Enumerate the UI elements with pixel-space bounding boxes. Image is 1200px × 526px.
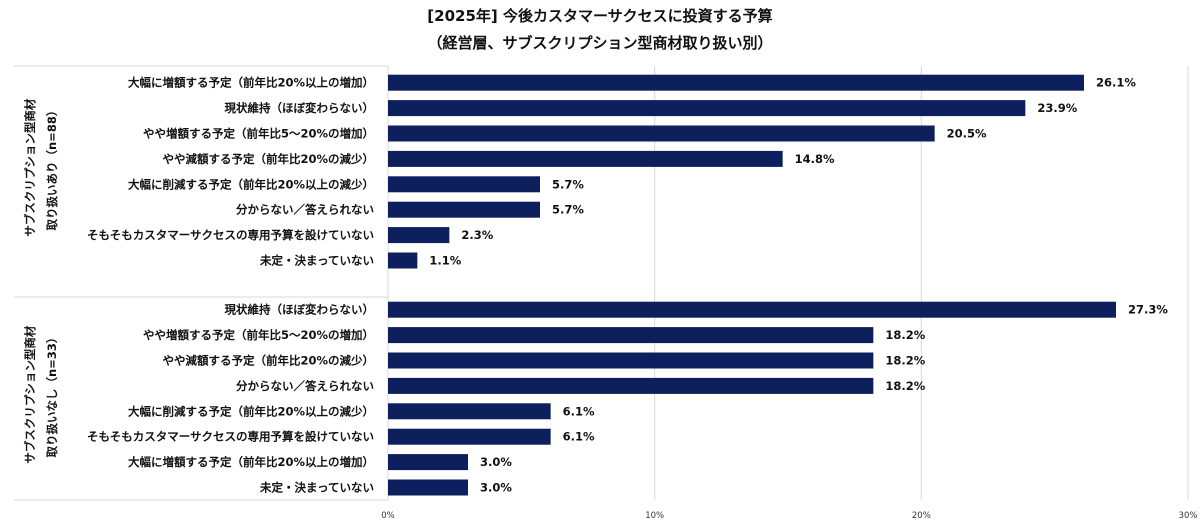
x-tick-label: 20%: [912, 511, 931, 521]
category-label: やや増額する予定（前年比5～20%の増加）: [143, 127, 374, 141]
value-label: 14.8%: [795, 152, 835, 166]
category-label: 現状維持（ほぼ変わらない）: [225, 101, 375, 115]
category-label: 分からない／答えられない: [236, 203, 374, 217]
bar: [388, 479, 468, 496]
category-label: 大幅に増額する予定（前年比20%以上の増加）: [128, 455, 374, 469]
bar: [388, 454, 468, 471]
bar: [388, 227, 450, 244]
bar: [388, 74, 1084, 91]
bar: [388, 201, 540, 218]
bar: [388, 176, 540, 193]
bar: [388, 150, 783, 167]
category-label: やや減額する予定（前年比20%の減少）: [162, 152, 374, 166]
value-label: 5.7%: [552, 203, 584, 217]
value-label: 5.7%: [552, 177, 584, 191]
bar: [388, 327, 874, 344]
category-label: 大幅に削減する予定（前年比20%以上の減少）: [128, 177, 374, 191]
category-label: やや減額する予定（前年比20%の減少）: [162, 354, 374, 368]
value-label: 6.1%: [563, 430, 595, 444]
bar: [388, 403, 551, 420]
category-label: そもそもカスタマーサクセスの専用予算を設けていない: [87, 228, 374, 242]
bar: [388, 377, 874, 394]
category-label: 現状維持（ほぼ変わらない）: [225, 303, 375, 317]
value-label: 27.3%: [1128, 303, 1168, 317]
group-label: サブスクリプション型商材 取り扱いなし（n=33）: [23, 325, 59, 463]
bar: [388, 100, 1026, 117]
value-label: 1.1%: [429, 254, 461, 268]
category-label: 分からない／答えられない: [236, 379, 374, 393]
category-label: 大幅に増額する予定（前年比20%以上の増加）: [128, 76, 374, 90]
value-label: 18.2%: [885, 379, 925, 393]
x-tick-label: 0%: [381, 511, 395, 521]
value-label: 18.2%: [885, 328, 925, 342]
category-label: 未定・決まっていない: [259, 254, 374, 268]
group-labels: サブスクリプション型商材 取り扱いあり（n=88） サブスクリプション型商材 取り扱い…: [23, 98, 59, 463]
group-label: サブスクリプション型商材 取り扱いあり（n=88）: [23, 98, 59, 236]
x-tick-label: 10%: [645, 511, 664, 521]
x-axis-ticks: 0% 10% 20% 30%: [381, 511, 1197, 521]
value-label: 18.2%: [885, 354, 925, 368]
bar: [388, 301, 1116, 318]
category-label: そもそもカスタマーサクセスの専用予算を設けていない: [87, 430, 374, 444]
category-label: 未定・決まっていない: [259, 481, 374, 495]
value-label: 23.9%: [1037, 101, 1077, 115]
value-label: 26.1%: [1096, 76, 1136, 90]
category-label: やや増額する予定（前年比5～20%の増加）: [143, 328, 374, 342]
value-label: 2.3%: [461, 228, 493, 242]
group-separators: [14, 65, 389, 501]
category-label: 大幅に削減する予定（前年比20%以上の減少）: [128, 404, 374, 418]
bar: [388, 252, 418, 269]
chart-title-line1: [2025年] 今後カスタマーサクセスに投資する予算: [427, 7, 772, 25]
x-tick-label: 30%: [1179, 511, 1198, 521]
bar: [388, 352, 874, 369]
bars: 大幅に増額する予定（前年比20%以上の増加） 26.1% 現状維持（ほぼ変わらない）…: [87, 74, 1168, 496]
value-label: 3.0%: [480, 455, 512, 469]
bar: [388, 428, 551, 445]
chart-title-line2: （経営層、サブスクリプション型商材取り扱い別）: [427, 34, 772, 52]
value-label: 3.0%: [480, 481, 512, 495]
value-label: 6.1%: [563, 404, 595, 418]
bar: [388, 125, 935, 142]
value-label: 20.5%: [947, 127, 987, 141]
